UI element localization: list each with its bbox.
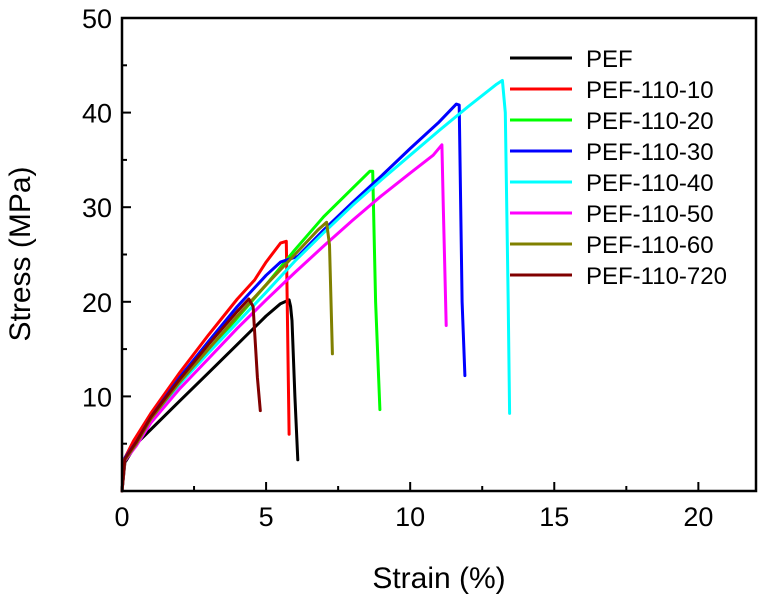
y-tick-label: 30	[82, 193, 112, 223]
x-tick-label: 20	[683, 502, 713, 532]
series-line-7	[120, 297, 262, 493]
series-line-0	[120, 298, 300, 493]
legend-label-4: PEF-110-40	[586, 170, 714, 197]
y-tick-label: 50	[82, 4, 112, 34]
series-line-1	[120, 239, 291, 493]
ticks-layer: 0 5 10 15 20 10 20 30 40 50	[82, 4, 713, 532]
legend-label-0: PEF	[586, 46, 633, 73]
y-tick-label: 20	[82, 288, 112, 318]
legend-label-7: PEF-110-720	[586, 263, 727, 290]
legend-label-6: PEF-110-60	[586, 232, 714, 259]
legend-label-3: PEF-110-30	[586, 139, 714, 166]
y-tick-label: 40	[82, 99, 112, 129]
y-tick-label: 10	[82, 382, 112, 412]
x-tick-label: 15	[539, 502, 569, 532]
x-tick-label: 0	[114, 502, 129, 532]
series-layer	[120, 78, 512, 493]
legend-label-1: PEF-110-10	[586, 77, 714, 104]
legend: PEF PEF-110-10 PEF-110-20 PEF-110-30 PEF-110…	[510, 46, 727, 290]
x-axis-title: Strain (%)	[372, 562, 505, 595]
legend-label-5: PEF-110-50	[586, 201, 714, 228]
series-line-6	[120, 220, 334, 493]
x-tick-label: 5	[259, 502, 274, 532]
y-axis-title: Stress (MPa)	[4, 166, 37, 341]
series-line-3	[120, 102, 467, 493]
series-line-4	[120, 78, 512, 493]
series-line-5	[120, 143, 448, 493]
legend-label-2: PEF-110-20	[586, 108, 714, 135]
x-tick-label: 10	[395, 502, 425, 532]
